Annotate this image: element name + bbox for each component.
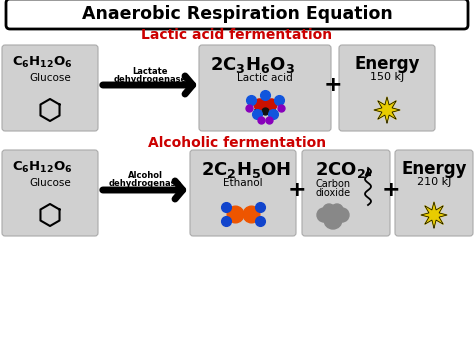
- FancyBboxPatch shape: [6, 0, 468, 29]
- Text: Alcoholic fermentation: Alcoholic fermentation: [148, 136, 326, 150]
- Text: $\mathbf{C_6H_{12}O_6}$: $\mathbf{C_6H_{12}O_6}$: [12, 55, 73, 70]
- Circle shape: [317, 208, 331, 222]
- Text: $\mathbf{2C_3H_6O_3}$: $\mathbf{2C_3H_6O_3}$: [210, 55, 295, 75]
- Text: 210 kJ: 210 kJ: [417, 177, 451, 187]
- Circle shape: [335, 208, 349, 222]
- Text: Energy: Energy: [354, 55, 420, 73]
- Text: Glucose: Glucose: [29, 178, 71, 188]
- Text: Energy: Energy: [401, 160, 467, 178]
- Text: +: +: [288, 180, 306, 200]
- Text: $\mathbf{2CO_2}$: $\mathbf{2CO_2}$: [315, 160, 366, 180]
- Text: Lactic acid fermentation: Lactic acid fermentation: [141, 28, 333, 42]
- FancyBboxPatch shape: [395, 150, 473, 236]
- Circle shape: [331, 204, 343, 216]
- Circle shape: [324, 211, 342, 229]
- Text: Alcohol: Alcohol: [128, 172, 163, 180]
- FancyBboxPatch shape: [190, 150, 296, 236]
- FancyBboxPatch shape: [199, 45, 331, 131]
- Circle shape: [323, 204, 335, 216]
- Text: +: +: [382, 180, 401, 200]
- Text: Lactate: Lactate: [132, 67, 168, 75]
- Text: dioxide: dioxide: [315, 188, 351, 198]
- FancyBboxPatch shape: [2, 150, 98, 236]
- Text: Glucose: Glucose: [29, 73, 71, 83]
- Text: $\mathbf{2C_2H_5OH}$: $\mathbf{2C_2H_5OH}$: [201, 160, 292, 180]
- Text: dehydrogenase: dehydrogenase: [113, 74, 187, 83]
- Text: Lactic acid: Lactic acid: [237, 73, 293, 83]
- Polygon shape: [374, 97, 400, 123]
- Text: Ethanol: Ethanol: [223, 178, 263, 188]
- Text: Anaerobic Respiration Equation: Anaerobic Respiration Equation: [82, 5, 392, 23]
- Text: dehydrogenase: dehydrogenase: [109, 179, 182, 189]
- Text: $\mathbf{C_6H_{12}O_6}$: $\mathbf{C_6H_{12}O_6}$: [12, 160, 73, 175]
- Text: 150 kJ: 150 kJ: [370, 72, 404, 82]
- Text: +: +: [324, 75, 342, 95]
- Text: Carbon: Carbon: [315, 179, 351, 189]
- FancyBboxPatch shape: [2, 45, 98, 131]
- Polygon shape: [421, 202, 447, 228]
- FancyBboxPatch shape: [302, 150, 390, 236]
- FancyBboxPatch shape: [339, 45, 435, 131]
